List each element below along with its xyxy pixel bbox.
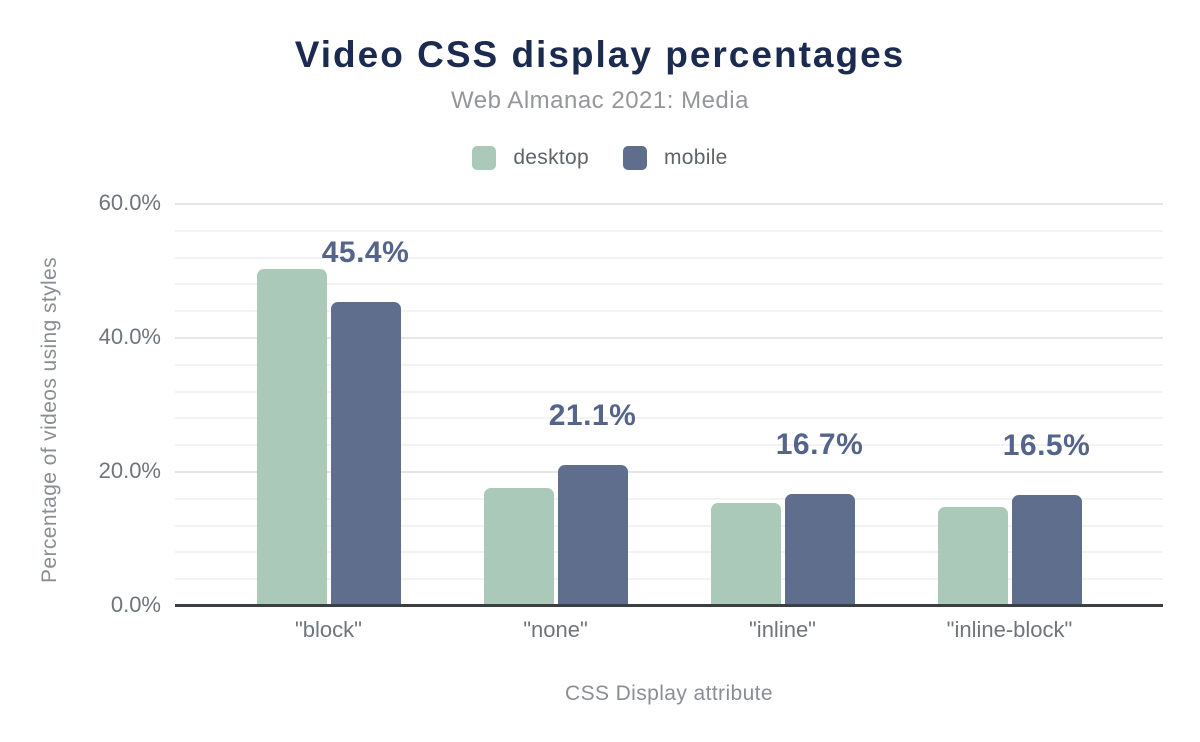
minor-gridline-56: [175, 229, 1163, 232]
bar-group-inline-block: 16.5%: [896, 204, 1123, 606]
bar-mobile-inline-block: [1011, 495, 1082, 606]
bar-mobile-inline: [784, 494, 855, 606]
minor-gridline-52: [175, 256, 1163, 259]
minor-gridline-4: [175, 578, 1163, 581]
bar-desktop-inline-block: [937, 506, 1008, 606]
bar-desktop-none: [483, 488, 554, 606]
minor-gridline-36: [175, 363, 1163, 366]
y-axis-title: Percentage of videos using styles: [38, 256, 61, 584]
bar-mobile-none: [557, 464, 628, 606]
bar-desktop-inline: [710, 502, 781, 606]
y-tick-label-0: 0.0%: [110, 592, 161, 617]
legend-swatch-mobile-icon: [622, 146, 647, 170]
legend-label-desktop: desktop: [513, 146, 589, 169]
minor-gridline-24: [175, 444, 1163, 447]
legend-item-desktop: desktop: [472, 146, 589, 170]
minor-gridline-12: [175, 524, 1163, 527]
legend: desktop mobile: [0, 144, 1200, 172]
minor-gridline-44: [175, 310, 1163, 313]
bar-groups: 45.4% 21.1% 16.7% 16.5%: [175, 204, 1163, 606]
bar-value-label-inline-block: 16.5%: [1002, 429, 1091, 463]
x-tick-label-inline: "inline": [749, 617, 816, 642]
x-tick-label-inline-block: "inline-block": [946, 617, 1073, 642]
legend-label-mobile: mobile: [663, 146, 728, 169]
x-tick-label-block: "block": [295, 617, 362, 642]
minor-gridline-28: [175, 417, 1163, 420]
bar-mobile-block: [330, 301, 401, 606]
plot-area: 45.4% 21.1% 16.7% 16.5%: [175, 203, 1163, 607]
x-axis-title: CSS Display attribute: [565, 682, 773, 705]
bar-value-label-inline: 16.7%: [775, 428, 864, 462]
minor-gridline-16: [175, 497, 1163, 500]
legend-item-mobile: mobile: [622, 146, 728, 170]
bar-desktop-block: [256, 269, 327, 606]
y-tick-label-20: 20.0%: [98, 458, 161, 483]
legend-swatch-desktop-icon: [472, 146, 497, 170]
minor-gridline-48: [175, 283, 1163, 286]
bar-group-none: 21.1%: [442, 204, 669, 606]
minor-gridline-32: [175, 390, 1163, 393]
x-tick-label-none: "none": [523, 617, 588, 642]
major-gridline-40: [175, 337, 1163, 339]
minor-gridline-8: [175, 551, 1163, 554]
bar-group-block: 45.4%: [215, 204, 442, 606]
major-gridline-20: [175, 471, 1163, 473]
x-axis-baseline: [175, 604, 1163, 607]
major-gridline-60: [175, 203, 1163, 205]
y-tick-label-40: 40.0%: [98, 324, 161, 349]
bar-value-label-none: 21.1%: [548, 398, 637, 432]
bar-value-label-block: 45.4%: [321, 235, 410, 269]
bar-group-inline: 16.7%: [669, 204, 896, 606]
chart-subtitle: Web Almanac 2021: Media: [451, 87, 749, 114]
y-tick-label-60: 60.0%: [98, 190, 161, 215]
chart-title: Video CSS display percentages: [294, 34, 906, 75]
